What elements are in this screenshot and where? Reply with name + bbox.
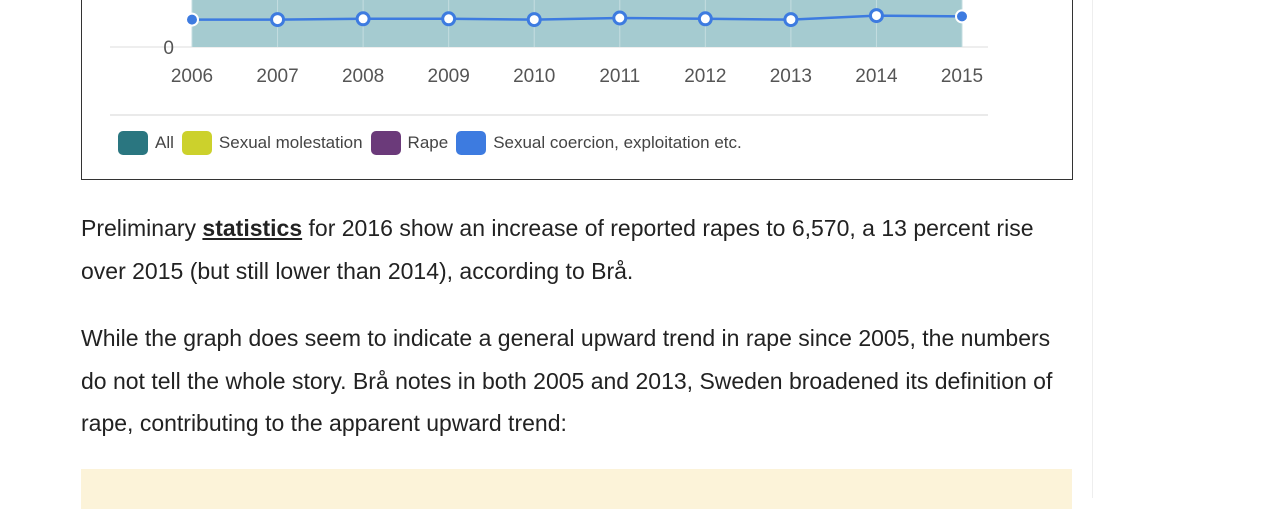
legend-item[interactable]: Rape [370, 131, 449, 155]
legend-item[interactable]: All [118, 131, 174, 155]
legend-swatch [456, 131, 487, 155]
x-tick-label: 2008 [342, 66, 384, 87]
data-point [612, 10, 628, 26]
chart-svg: 0 2006 2007 2008 2009 2010 2011 2012 2013 2014 201… [110, 0, 988, 116]
data-point [441, 11, 457, 27]
legend-label: Sexual molestation [218, 133, 363, 152]
legend-label: All [155, 133, 174, 152]
x-tick-label: 2014 [855, 66, 898, 87]
legend-label: Sexual coercion, exploitation etc. [493, 133, 742, 152]
data-point [526, 12, 542, 28]
statistics-link[interactable]: statistics [202, 215, 303, 241]
x-tick-label: 2010 [513, 66, 555, 87]
area-all [192, 0, 962, 47]
x-tick-label: 2009 [428, 66, 470, 87]
sidebar-divider [1092, 0, 1093, 498]
article-paragraph-1: Preliminary statistics for 2016 show an … [81, 207, 1076, 292]
legend-label: Rape [407, 133, 449, 152]
legend-swatch [370, 131, 401, 155]
chart-legend: All Sexual molestation Rape Sexual coercion… [118, 130, 750, 156]
data-point [185, 12, 199, 27]
data-point [270, 12, 286, 28]
x-tick-label: 2011 [599, 66, 640, 87]
paragraph-text: for 2016 show an increase of reported ra… [81, 215, 1034, 284]
x-tick-label: 2013 [770, 66, 812, 87]
data-point [355, 11, 371, 27]
article-paragraph-2: While the graph does seem to indicate a … [81, 325, 1053, 436]
legend-item[interactable]: Sexual molestation [181, 131, 363, 155]
data-point [783, 12, 799, 28]
data-point [868, 8, 884, 24]
x-tick-label: 2012 [684, 66, 726, 87]
x-tick-label: 2006 [171, 66, 213, 87]
series-line [192, 14, 963, 21]
data-point [697, 11, 713, 27]
legend-item[interactable]: Sexual coercion, exploitation etc. [456, 131, 742, 155]
chart-container: 0 2006 2007 2008 2009 2010 2011 2012 2013 2014 201… [81, 0, 1073, 180]
legend-swatch [181, 131, 212, 155]
legend-swatch [118, 131, 148, 155]
data-point [955, 9, 969, 24]
blockquote-box [81, 469, 1072, 509]
y-tick-label: 0 [163, 38, 174, 59]
paragraph-text: Preliminary [81, 215, 203, 241]
x-tick-label: 2015 [941, 66, 983, 87]
x-tick-label: 2007 [256, 66, 298, 87]
